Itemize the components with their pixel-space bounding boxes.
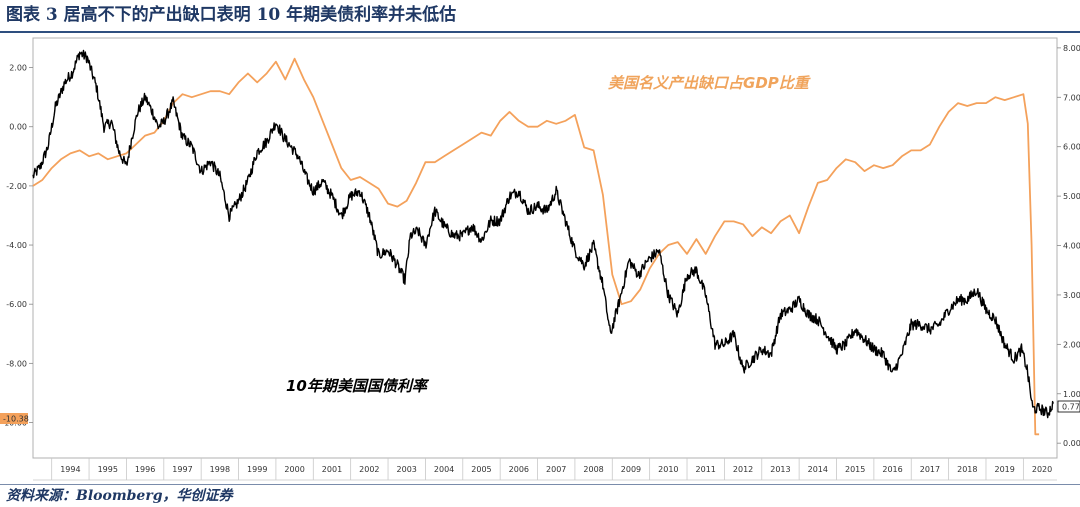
x-tick-label: 2005: [471, 465, 491, 474]
left-last-value-label: -10.38: [3, 415, 29, 424]
x-tick-label: 2002: [359, 465, 379, 474]
x-tick-label: 2018: [957, 465, 977, 474]
x-tick-label: 2011: [696, 465, 716, 474]
left-tick-label: -4.00: [6, 241, 27, 250]
series-layer: [32, 49, 1054, 436]
x-tick-label: 2003: [397, 465, 417, 474]
right-tick-label: 2.00: [1063, 340, 1080, 349]
right-last-value-label: 0.77: [1062, 403, 1080, 412]
right-tick-label: 7.00: [1063, 93, 1080, 102]
x-tick-label: 2012: [733, 465, 753, 474]
plot-frame: [32, 37, 1058, 459]
x-tick-label: 2019: [994, 465, 1014, 474]
title-divider: [0, 31, 1080, 33]
x-tick-label: 2006: [509, 465, 529, 474]
x-tick-label: 2008: [583, 465, 603, 474]
left-tick-label: -8.00: [6, 359, 27, 368]
left-tick-label: 2.00: [9, 64, 27, 73]
left-tick-label: -6.00: [6, 300, 27, 309]
x-axis: 1994 1995 1996 1997 1998 1999 2000 2001 2002 2003…: [33, 458, 1057, 481]
figure-title: 图表 3 居高不下的产出缺口表明 10 年期美债利率并未低估: [6, 5, 457, 25]
right-tick-label: 0.00: [1063, 439, 1080, 448]
x-tick-label: 2000: [284, 465, 304, 474]
right-axis: 8.00 7.00 6.00 5.00 4.00 3.00 2.00 1.00 0.00: [1057, 44, 1080, 448]
x-tick-label: 1998: [210, 465, 230, 474]
right-tick-label: 8.00: [1063, 44, 1080, 53]
output-gap-annotation: 美国名义产出缺口占GDP比重: [608, 74, 812, 92]
x-tick-label: 2010: [658, 465, 678, 474]
chart: 2.000.00-2.00-4.00-6.00-8.00-10.00 8.007…: [0, 37, 1080, 481]
x-tick-label: 2015: [845, 465, 865, 474]
right-last-value-badge: [1057, 400, 1080, 413]
right-tick-label: 1.00: [1063, 390, 1080, 399]
left-tick-label: 0.00: [9, 123, 27, 132]
x-tick-label: 2020: [1032, 465, 1052, 474]
left-last-value-badge: [0, 413, 28, 424]
last-value-badges: -10.38 0.77: [0, 400, 1080, 424]
right-tick-label: 6.00: [1063, 143, 1080, 152]
yield-annotation: 10年期美国国债利率: [286, 377, 430, 395]
left-tick-label: -2.00: [6, 182, 27, 191]
x-tick-label: 1999: [247, 465, 267, 474]
x-tick-label: 2013: [770, 465, 790, 474]
x-tick-label: 1994: [60, 465, 80, 474]
x-tick-label: 2001: [322, 465, 342, 474]
x-tick-label: 2009: [621, 465, 641, 474]
source-note: 资料来源：Bloomberg，华创证券: [6, 488, 233, 504]
x-tick-label: 1995: [98, 465, 118, 474]
x-tick-label: 2007: [546, 465, 566, 474]
output-gap-line: [32, 57, 1040, 436]
right-tick-label: 5.00: [1063, 192, 1080, 201]
right-tick-label: 3.00: [1063, 291, 1080, 300]
x-tick-label: 1996: [135, 465, 155, 474]
x-tick-label: 2014: [808, 465, 828, 474]
x-tick-label: 2016: [882, 465, 902, 474]
x-tick-label: 1997: [172, 465, 192, 474]
treasury-yield-line: [32, 49, 1054, 419]
footer-divider: [0, 484, 1080, 485]
left-axis: 2.000.00-2.00-4.00-6.00-8.00-10.00: [1, 64, 33, 428]
right-tick-label: 4.00: [1063, 242, 1080, 251]
x-tick-label: 2017: [920, 465, 940, 474]
x-tick-label: 2004: [434, 465, 454, 474]
